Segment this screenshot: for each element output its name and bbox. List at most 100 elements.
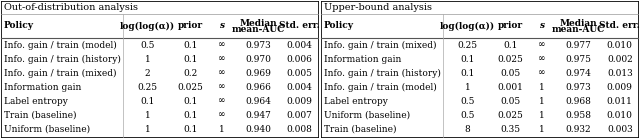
Text: 0.968: 0.968 [566,96,591,105]
Text: Train (baseline): Train (baseline) [4,111,77,120]
Text: 0.975: 0.975 [566,55,591,63]
Text: Std. err.: Std. err. [599,22,640,30]
Text: 0.977: 0.977 [566,40,591,50]
Text: 0.966: 0.966 [246,83,271,91]
Text: 0.970: 0.970 [246,55,271,63]
Text: 0.1: 0.1 [503,40,518,50]
Text: Median: Median [240,18,277,27]
Text: Label entropy: Label entropy [324,96,388,105]
Text: 0.5: 0.5 [140,40,155,50]
Text: 0.002: 0.002 [607,55,633,63]
Text: ∞: ∞ [218,68,226,78]
Text: Uniform (baseline): Uniform (baseline) [324,111,410,120]
Text: 0.1: 0.1 [460,68,475,78]
Text: Uniform (baseline): Uniform (baseline) [4,124,90,133]
Text: prior: prior [498,22,523,30]
Text: 0.001: 0.001 [497,83,524,91]
Text: 0.003: 0.003 [607,124,633,133]
Text: 0.008: 0.008 [287,124,313,133]
Text: ∞: ∞ [218,40,226,50]
Text: Info. gain / train (mixed): Info. gain / train (mixed) [324,40,436,50]
Text: 0.1: 0.1 [183,96,198,105]
Text: ∞: ∞ [218,83,226,91]
Text: 0.010: 0.010 [607,40,633,50]
Text: 1: 1 [540,124,545,133]
Text: 1: 1 [145,55,150,63]
Text: ∞: ∞ [538,55,546,63]
Text: Median: Median [560,18,597,27]
Text: 0.009: 0.009 [287,96,313,105]
Text: 1: 1 [220,124,225,133]
Text: 0.004: 0.004 [287,83,313,91]
Text: 1: 1 [145,124,150,133]
Text: 0.1: 0.1 [140,96,155,105]
Text: Info. gain / train (history): Info. gain / train (history) [4,54,121,64]
Text: 0.1: 0.1 [183,55,198,63]
Text: 0.025: 0.025 [497,111,524,120]
Text: 1: 1 [540,111,545,120]
Text: 0.25: 0.25 [138,83,157,91]
Text: 0.025: 0.025 [177,83,204,91]
Text: mean-AUC: mean-AUC [552,26,605,34]
Text: 8: 8 [465,124,470,133]
Text: 0.05: 0.05 [500,68,520,78]
Text: log(log(α)): log(log(α)) [120,21,175,30]
Text: Info. gain / train (mixed): Info. gain / train (mixed) [4,68,116,78]
Text: 0.932: 0.932 [566,124,591,133]
Text: Label entropy: Label entropy [4,96,68,105]
Text: 0.947: 0.947 [246,111,271,120]
Text: Info. gain / train (history): Info. gain / train (history) [324,68,441,78]
Text: Std. err.: Std. err. [279,22,320,30]
Text: 0.05: 0.05 [500,96,520,105]
Text: 0.009: 0.009 [607,83,633,91]
Text: 1: 1 [540,96,545,105]
Text: s: s [540,22,545,30]
Text: ∞: ∞ [218,55,226,63]
Text: Upper-bound analysis: Upper-bound analysis [324,3,432,12]
Text: 0.5: 0.5 [460,111,475,120]
Text: ∞: ∞ [218,96,226,105]
Text: Information gain: Information gain [324,55,401,63]
Text: Policy: Policy [324,22,354,30]
Text: 1: 1 [145,111,150,120]
Text: Info. gain / train (model): Info. gain / train (model) [324,82,436,91]
Text: 0.1: 0.1 [183,111,198,120]
Text: 0.1: 0.1 [183,40,198,50]
Text: s: s [220,22,225,30]
Text: Policy: Policy [4,22,34,30]
Text: ∞: ∞ [218,111,226,120]
Text: 0.011: 0.011 [607,96,633,105]
Text: 0.010: 0.010 [607,111,633,120]
Text: 0.969: 0.969 [246,68,271,78]
Text: 0.973: 0.973 [246,40,271,50]
Text: Information gain: Information gain [4,83,81,91]
Text: 0.25: 0.25 [458,40,477,50]
Text: 0.1: 0.1 [183,124,198,133]
Text: 0.5: 0.5 [460,96,475,105]
Text: Train (baseline): Train (baseline) [324,124,397,133]
Text: Info. gain / train (model): Info. gain / train (model) [4,40,116,50]
Text: 0.35: 0.35 [500,124,520,133]
Text: 0.004: 0.004 [287,40,313,50]
Text: 0.007: 0.007 [287,111,313,120]
Text: 0.2: 0.2 [183,68,198,78]
Text: 0.958: 0.958 [566,111,591,120]
Text: prior: prior [178,22,203,30]
Text: ∞: ∞ [538,68,546,78]
Text: 0.006: 0.006 [287,55,313,63]
Text: 1: 1 [540,83,545,91]
Text: 0.025: 0.025 [497,55,524,63]
Text: 2: 2 [145,68,150,78]
Text: Out-of-distribution analysis: Out-of-distribution analysis [4,3,138,12]
Text: 0.1: 0.1 [460,55,475,63]
Text: 0.964: 0.964 [246,96,271,105]
Text: 0.013: 0.013 [607,68,633,78]
Text: ∞: ∞ [538,40,546,50]
Text: 0.005: 0.005 [287,68,313,78]
Text: 0.973: 0.973 [566,83,591,91]
Text: 1: 1 [465,83,470,91]
Text: mean-AUC: mean-AUC [232,26,285,34]
Text: log(log(α)): log(log(α)) [440,21,495,30]
Text: 0.974: 0.974 [566,68,591,78]
Text: 0.940: 0.940 [246,124,271,133]
